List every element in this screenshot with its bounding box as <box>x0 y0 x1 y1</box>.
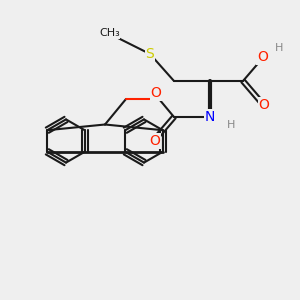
Text: O: O <box>257 50 268 64</box>
Text: O: O <box>151 86 161 100</box>
Text: O: O <box>259 98 269 112</box>
Text: H: H <box>227 119 235 130</box>
Text: CH₃: CH₃ <box>99 28 120 38</box>
Text: O: O <box>149 134 160 148</box>
Text: S: S <box>146 47 154 61</box>
Text: H: H <box>275 43 283 53</box>
Text: N: N <box>205 110 215 124</box>
